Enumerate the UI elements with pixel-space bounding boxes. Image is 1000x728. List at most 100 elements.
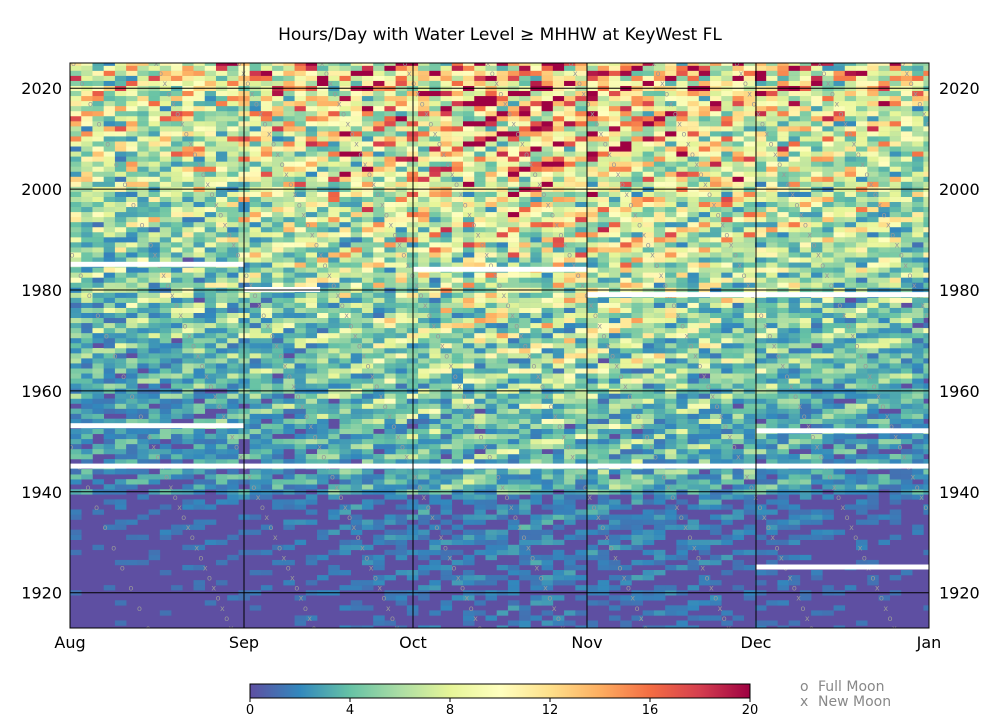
heat-cell (743, 423, 756, 430)
heat-cell (159, 373, 172, 379)
heat-cell (844, 378, 857, 384)
heat-cell (361, 252, 374, 258)
heat-cell (418, 474, 430, 480)
heat-cell (676, 514, 688, 520)
heat-cell (631, 443, 643, 450)
heat-cell (721, 358, 733, 364)
heat-cell (418, 237, 430, 243)
heat-cell (272, 363, 284, 369)
heat-cell (552, 413, 565, 419)
heat-cell (564, 559, 576, 566)
heat-cell (766, 469, 778, 475)
heat-cell (193, 484, 206, 490)
heat-cell (103, 438, 116, 445)
heat-cell (631, 282, 643, 288)
heat-cell (878, 393, 890, 399)
heat-cell (530, 292, 542, 298)
heat-cell (384, 383, 396, 389)
heat-cell (350, 479, 363, 485)
heat-cell (103, 443, 116, 450)
heat-cell (227, 317, 239, 324)
heat-cell (788, 312, 801, 319)
heat-cell (552, 221, 565, 228)
heat-cell (171, 368, 183, 374)
heat-cell (328, 226, 340, 233)
heat-cell (395, 600, 408, 606)
heat-cell (137, 393, 149, 399)
heat-cell (698, 216, 711, 223)
heat-cell (474, 453, 486, 460)
heat-cell (665, 312, 677, 319)
heat-cell (103, 469, 116, 475)
heat-cell (463, 418, 475, 424)
heat-cell (833, 282, 846, 288)
heat-cell (878, 353, 890, 359)
heat-cell (361, 322, 374, 329)
heat-cell (923, 393, 929, 399)
heat-cell (305, 423, 318, 430)
heat-cell (586, 373, 599, 379)
heat-cell (575, 474, 587, 480)
heat-cell (373, 237, 385, 243)
heat-cell (912, 272, 924, 278)
heat-cell (193, 327, 206, 334)
heat-cell (137, 297, 149, 303)
heat-cell (92, 368, 104, 374)
heat-cell (227, 373, 239, 379)
heat-cell (384, 327, 396, 334)
heat-cell (215, 403, 228, 409)
heat-cell (642, 348, 655, 354)
heat-cell (687, 615, 700, 621)
heat-cell (350, 504, 363, 510)
heat-cell (204, 216, 217, 223)
heat-cell (766, 337, 778, 344)
heat-cell (474, 297, 486, 303)
heat-cell (114, 327, 127, 334)
heat-cell (822, 484, 834, 490)
heat-cell (642, 549, 655, 556)
heat-cell (653, 226, 666, 233)
heat-cell (676, 262, 688, 268)
heat-cell (665, 322, 677, 329)
heat-cell (350, 327, 363, 334)
heat-cell (496, 469, 509, 475)
heat-cell (294, 423, 307, 430)
heat-cell (451, 580, 464, 586)
heat-cell (777, 459, 789, 465)
heat-cell (811, 479, 823, 485)
heat-cell (294, 620, 307, 626)
heat-cell (653, 474, 666, 480)
heat-cell (822, 358, 834, 364)
heat-cell (474, 348, 486, 354)
heat-cell (507, 312, 520, 319)
heat-cell (743, 413, 756, 419)
heat-cell (620, 353, 632, 359)
heat-cell (305, 312, 318, 319)
heat-cell (474, 378, 486, 384)
heat-cell (114, 469, 127, 475)
heat-cell (463, 433, 475, 440)
heat-cell (305, 358, 318, 364)
heat-cell (777, 363, 789, 369)
heat-cell (204, 232, 217, 238)
heat-cell (317, 206, 329, 213)
heat-cell (676, 448, 688, 455)
heat-cell (620, 247, 632, 253)
heat-cell (642, 474, 655, 480)
heat-cell (507, 206, 520, 213)
heat-cell (530, 600, 542, 606)
heat-cell (732, 277, 745, 283)
heat-cell (137, 373, 149, 379)
heat-cell (361, 413, 374, 419)
heat-cell (620, 398, 632, 404)
heat-cell (698, 615, 711, 621)
heat-cell (822, 378, 834, 384)
heat-cell (429, 211, 441, 218)
heat-cell (171, 433, 183, 440)
heat-cell (541, 408, 554, 414)
heat-cell (698, 504, 711, 510)
heat-cell (608, 257, 621, 263)
heat-cell (564, 302, 576, 308)
heat-cell (698, 418, 711, 424)
heat-cell (474, 332, 486, 339)
